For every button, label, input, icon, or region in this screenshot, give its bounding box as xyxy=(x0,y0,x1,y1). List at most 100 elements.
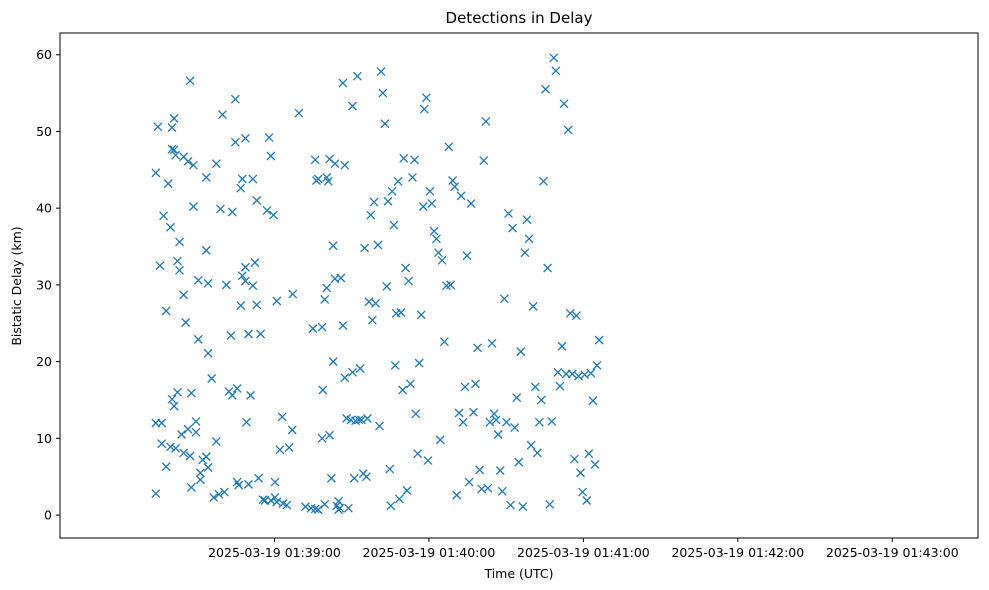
data-point xyxy=(226,331,236,340)
data-point xyxy=(462,251,472,261)
data-point xyxy=(163,179,173,189)
data-point xyxy=(439,337,449,347)
data-point xyxy=(416,310,426,320)
data-point xyxy=(452,490,462,500)
data-point xyxy=(313,174,323,184)
data-point xyxy=(256,329,266,339)
data-point xyxy=(317,322,327,332)
y-tick-label: 0 xyxy=(44,508,52,523)
data-point xyxy=(464,477,474,487)
data-point xyxy=(201,245,211,255)
data-point xyxy=(367,315,377,325)
data-point xyxy=(166,442,175,452)
data-point xyxy=(450,182,460,192)
data-point xyxy=(369,197,379,207)
data-point xyxy=(483,483,493,493)
data-point xyxy=(323,176,333,186)
data-point xyxy=(215,204,225,214)
data-point xyxy=(541,84,551,94)
data-point xyxy=(288,289,298,299)
data-point xyxy=(270,492,280,502)
data-point xyxy=(157,418,167,428)
data-point xyxy=(362,413,372,423)
data-point xyxy=(240,276,250,286)
data-point xyxy=(348,367,357,377)
data-point xyxy=(446,280,456,290)
data-point xyxy=(404,276,414,286)
data-point xyxy=(161,462,171,472)
data-point xyxy=(456,191,466,201)
data-point xyxy=(275,445,285,455)
data-point xyxy=(167,144,177,154)
data-point xyxy=(385,464,395,474)
data-point xyxy=(364,297,374,307)
data-point xyxy=(151,168,161,178)
data-point xyxy=(188,202,198,212)
data-point xyxy=(408,173,417,182)
data-point xyxy=(294,108,304,118)
data-point xyxy=(343,503,353,513)
y-tick-label: 10 xyxy=(36,431,52,446)
data-point xyxy=(195,468,205,478)
data-point xyxy=(320,499,330,509)
data-point xyxy=(539,176,548,186)
data-point xyxy=(236,301,246,311)
data-point xyxy=(172,256,182,266)
data-point xyxy=(553,367,563,377)
data-point xyxy=(308,324,318,334)
data-point xyxy=(360,243,370,253)
data-point xyxy=(262,206,272,215)
data-point xyxy=(567,369,577,379)
data-point xyxy=(390,360,400,370)
data-point xyxy=(427,199,437,209)
data-point xyxy=(193,334,203,344)
data-point xyxy=(179,448,189,458)
data-point xyxy=(393,176,403,186)
data-point xyxy=(473,343,483,353)
data-point xyxy=(241,417,251,427)
data-point xyxy=(576,468,586,478)
data-point xyxy=(153,122,163,132)
data-point xyxy=(207,374,217,383)
y-axis: 0 10 20 30 40 50 60 xyxy=(36,47,60,523)
chart-title: Detections in Delay xyxy=(446,9,593,27)
data-point xyxy=(405,379,415,389)
data-point xyxy=(545,499,555,509)
data-point xyxy=(254,473,263,483)
data-point xyxy=(410,155,419,165)
data-point xyxy=(284,443,294,453)
data-point xyxy=(454,408,464,418)
data-point xyxy=(448,176,458,186)
data-point xyxy=(166,222,175,232)
x-tick-label: 2025-03-19 01:43:00 xyxy=(826,545,959,560)
data-point xyxy=(352,71,362,81)
data-point xyxy=(264,133,274,143)
data-point xyxy=(489,409,499,419)
x-axis-title: Time (UTC) xyxy=(483,566,553,581)
data-point xyxy=(530,382,540,392)
data-point xyxy=(310,504,320,514)
data-point xyxy=(380,119,390,129)
data-point xyxy=(349,473,359,483)
data-point xyxy=(592,360,602,370)
data-point xyxy=(169,401,179,411)
data-point xyxy=(382,281,392,291)
data-point xyxy=(167,394,177,404)
y-tick-label: 50 xyxy=(36,124,52,139)
data-point xyxy=(571,311,581,321)
data-point xyxy=(186,482,196,492)
data-point xyxy=(244,479,253,489)
data-point xyxy=(169,145,179,155)
data-point xyxy=(471,379,480,389)
data-point xyxy=(159,211,169,221)
data-point xyxy=(181,318,191,327)
data-point xyxy=(485,417,495,427)
data-point xyxy=(183,424,193,434)
data-point xyxy=(203,463,213,472)
data-point xyxy=(310,155,320,165)
x-tick-label: 2025-03-19 01:42:00 xyxy=(671,545,804,560)
data-point xyxy=(248,281,258,291)
data-point xyxy=(188,160,198,170)
data-point xyxy=(244,329,253,339)
data-point xyxy=(394,494,404,504)
